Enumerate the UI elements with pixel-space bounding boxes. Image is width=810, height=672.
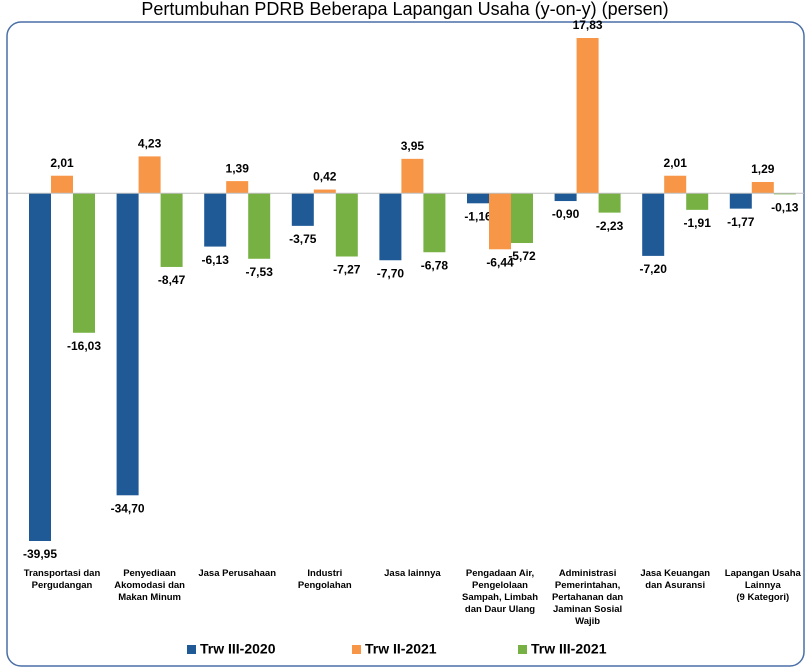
- value-label: -1,77: [727, 215, 755, 229]
- legend-swatch: [518, 645, 527, 654]
- value-label: -6,78: [421, 258, 449, 272]
- value-label: 3,95: [401, 139, 425, 153]
- value-label: 1,29: [751, 162, 775, 176]
- x-tick-label: Industri Pengolahan: [297, 568, 352, 591]
- legend-swatch: [352, 645, 361, 654]
- bar: [51, 175, 73, 194]
- bar: [73, 193, 95, 333]
- bar: [138, 156, 161, 194]
- x-tick-label: Jasa lainnya: [384, 568, 441, 579]
- plot-frame: [6, 21, 805, 667]
- bar: [773, 193, 796, 195]
- bar: [511, 193, 533, 244]
- legend-swatch: [187, 645, 196, 654]
- value-label: 4,23: [138, 137, 162, 151]
- value-label: -8,47: [158, 273, 186, 287]
- x-tick-label: Transportasi dan Pergudangan: [23, 568, 101, 591]
- bar: [642, 193, 665, 256]
- bar: [291, 193, 314, 226]
- bar: [401, 158, 424, 194]
- x-tick-label: Pengadaan Air, Pengelolaan Sampah, Limba…: [461, 568, 538, 615]
- bar: [467, 193, 489, 204]
- value-label: 1,39: [226, 161, 250, 175]
- value-label: -16,03: [67, 339, 101, 353]
- bar: [248, 193, 271, 259]
- bar: [751, 181, 774, 194]
- value-label: -1,16: [464, 209, 492, 223]
- bar: [160, 193, 183, 267]
- x-tick-label: Jasa Perusahaan: [198, 568, 276, 579]
- bar: [29, 193, 51, 541]
- value-label: 0,42: [313, 170, 337, 184]
- bar: [423, 193, 446, 253]
- value-label: -5,72: [508, 249, 536, 263]
- bar: [335, 193, 358, 257]
- value-label: 2,01: [50, 156, 74, 170]
- x-tick-label: Administrasi Pemerintahan, Pertahanan da…: [551, 568, 624, 627]
- legend-label: Trw II-2021: [365, 641, 437, 657]
- bar: [554, 193, 577, 202]
- chart-title: Pertumbuhan PDRB Beberapa Lapangan Usaha…: [141, 0, 668, 19]
- bar: [686, 193, 709, 210]
- bar: [576, 38, 599, 194]
- value-label: -0,90: [552, 207, 580, 221]
- x-tick-label: Penyediaan Akomodasi dan Makan Minum: [114, 568, 185, 603]
- bar: [313, 189, 336, 194]
- value-label: -7,27: [333, 263, 361, 277]
- value-label: -2,23: [596, 219, 624, 233]
- value-label: 17,83: [573, 18, 603, 32]
- bar: [489, 193, 511, 250]
- bar: [598, 193, 621, 213]
- value-label: -0,13: [771, 201, 799, 215]
- value-label: -6,13: [202, 253, 230, 267]
- value-label: 2,01: [664, 156, 688, 170]
- value-label: -39,95: [23, 547, 57, 561]
- x-tick-label: Lapangan Usaha Lainnya (9 Kategori): [724, 568, 801, 603]
- value-label: -1,91: [684, 216, 712, 230]
- x-tick-label: Jasa Keuangan dan Asuransi: [640, 568, 711, 591]
- value-label: -3,75: [289, 232, 317, 246]
- legend-label: Trw III-2020: [200, 641, 276, 657]
- value-label: -34,70: [111, 501, 145, 515]
- legend-label: Trw III-2021: [531, 641, 607, 657]
- bar: [664, 175, 687, 194]
- value-label: -6,44: [486, 255, 514, 269]
- value-label: -7,70: [377, 266, 405, 280]
- bar: [116, 193, 139, 496]
- bar: [379, 193, 402, 261]
- bar: [729, 193, 752, 209]
- value-label: -7,53: [246, 265, 274, 279]
- value-label: -7,20: [640, 262, 668, 276]
- bar: [226, 181, 249, 194]
- bar: [204, 193, 227, 247]
